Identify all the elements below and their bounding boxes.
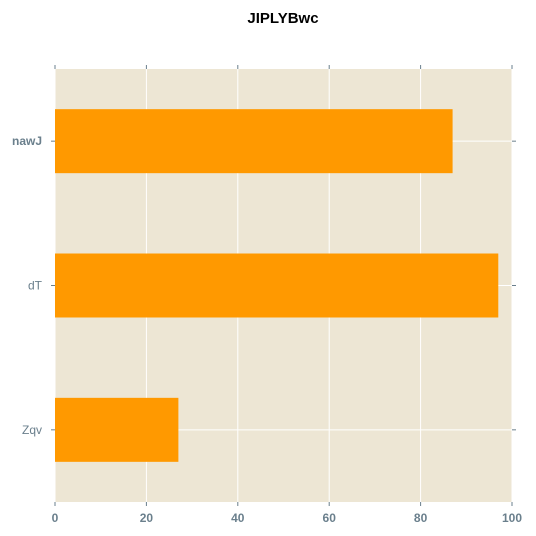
x-tick-label: 80	[414, 511, 428, 525]
x-tick-label: 40	[231, 511, 245, 525]
y-tick-label: nawJ	[12, 134, 42, 148]
x-tick-label: 0	[52, 511, 59, 525]
y-tick-label: dT	[28, 279, 43, 293]
bar-dT	[55, 254, 498, 318]
x-tick-label: 20	[140, 511, 154, 525]
bar-nawJ	[55, 109, 453, 173]
y-tick-label: Zqv	[22, 423, 42, 437]
bar-Zqv	[55, 398, 178, 462]
chart-title: JIPLYBwc	[247, 10, 318, 27]
x-tick-label: 100	[502, 511, 522, 525]
x-tick-label: 60	[323, 511, 337, 525]
